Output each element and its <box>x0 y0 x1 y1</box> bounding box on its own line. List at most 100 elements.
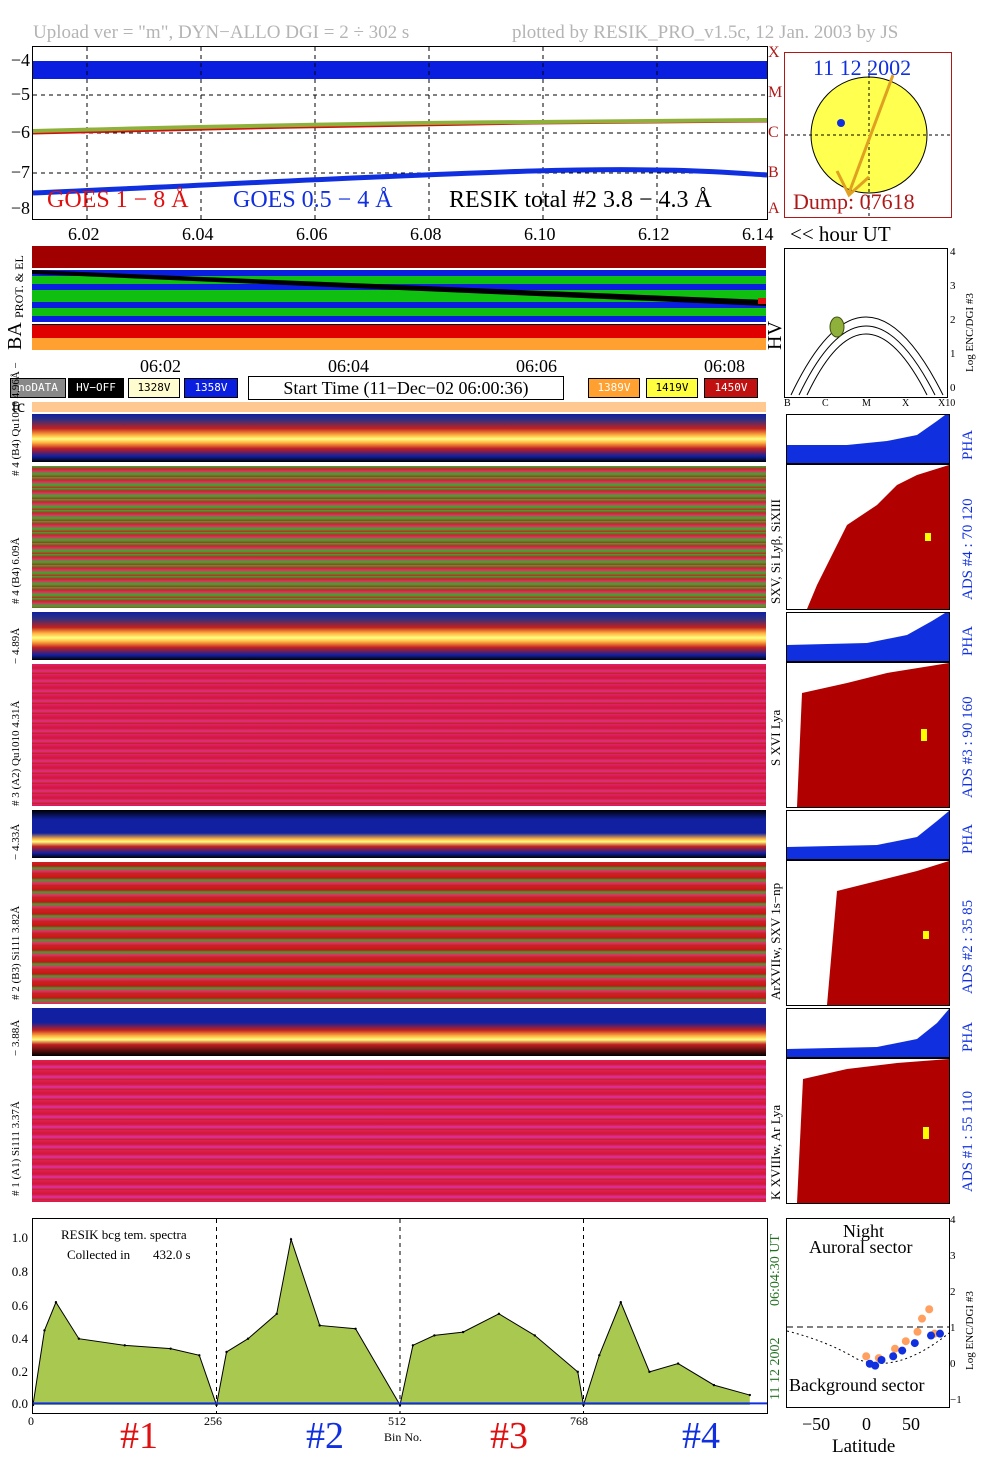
dump-label: Dump: 07618 <box>793 189 915 214</box>
ba-red-bar <box>32 324 766 339</box>
channel-3-marker: #3 <box>490 1415 528 1457</box>
time-tick: 06:06 <box>516 356 558 376</box>
prot-el-bar <box>32 246 766 268</box>
spectrum-point <box>43 1329 46 1332</box>
spectrum-point <box>198 1354 201 1357</box>
xtick: 50 <box>902 1414 920 1434</box>
goes-panel: GOES 1 − 8 Å GOES 0.5 − 4 Å RESIK total … <box>32 46 768 220</box>
xtick: 768 <box>570 1414 588 1428</box>
spectrum-point <box>215 1403 218 1407</box>
ytick: 0.2 <box>11 1364 28 1379</box>
spectrum-area <box>33 1239 750 1405</box>
orange-point <box>862 1352 871 1361</box>
channel-2-ads-hist <box>786 860 950 1006</box>
ba-panel <box>32 246 766 350</box>
spectrum-point <box>354 1327 357 1330</box>
channel-4-marker: #4 <box>682 1415 720 1457</box>
blue-point <box>871 1361 880 1370</box>
ytick: −6 <box>10 122 30 142</box>
class-b: B <box>768 164 779 181</box>
hv-decay-wedge <box>32 270 766 306</box>
ytick: 4 <box>950 1214 956 1226</box>
time-tick: 06:08 <box>704 356 746 376</box>
channel-1-spectrogram <box>32 1060 766 1202</box>
hv-xtick: M <box>862 398 871 409</box>
spectrum-point <box>433 1334 436 1337</box>
orbit-track-arrow <box>847 74 895 194</box>
spectrum-point <box>54 1301 58 1304</box>
channel-1-ads-label: ADS #1 : 55 110 <box>960 1090 976 1192</box>
blue-point <box>936 1329 944 1338</box>
orange-point <box>918 1314 926 1323</box>
spectrum-point <box>712 1383 716 1387</box>
channel-2-pha-label: − 4.33Å <box>10 823 22 860</box>
tc-bar <box>32 402 766 412</box>
sun-disk-plot <box>785 63 951 217</box>
sun-date: 11 12 2002 <box>813 55 912 80</box>
hv-ytick: 4 <box>950 246 956 258</box>
channel-2-pha-hist <box>786 810 950 860</box>
spectrum-point <box>619 1301 622 1304</box>
v1419-chip: 1419V <box>646 378 698 398</box>
hour-ut-label: << hour UT <box>790 222 891 246</box>
channel-1-line-label: K XVIIIw, Ar Lya <box>768 1104 783 1200</box>
hv-stripes <box>32 270 766 322</box>
hv-ytick: 2 <box>950 314 956 326</box>
spectrum-point <box>398 1403 402 1407</box>
class-c: C <box>768 124 779 141</box>
ytick: 0 <box>950 1358 956 1370</box>
arrow-head <box>835 170 871 198</box>
spectrum-note-1: RESIK bcg tem. spectra <box>61 1227 187 1242</box>
spectrum-note-2: Collected in <box>67 1247 131 1262</box>
resik-total-curve <box>33 118 767 133</box>
channel-3-ads-hist <box>786 662 950 808</box>
v1358-chip: 1358V <box>184 378 238 398</box>
ytick: 1.0 <box>11 1230 28 1245</box>
resik-total-legend: RESIK total #2 3.8 − 4.3 Å <box>449 187 712 213</box>
xtick: 6.12 <box>638 224 670 244</box>
latitude-ylabel: Log ENC/DGI #3 <box>964 1291 976 1370</box>
ytick: −1 <box>950 1394 962 1406</box>
xtick: 6.06 <box>296 224 328 244</box>
orange-point <box>925 1305 934 1314</box>
auroral-label: Auroral sector <box>809 1237 913 1257</box>
blue-point <box>898 1346 907 1355</box>
orange-point <box>913 1327 922 1336</box>
time-tick: 06:02 <box>140 356 182 376</box>
ytick: −8 <box>10 198 30 218</box>
hv-curve-plot <box>790 316 944 396</box>
latitude-yticks: 4 3 2 1 0 −1 <box>950 1214 964 1410</box>
background-label: Background sector <box>789 1375 925 1395</box>
channel-2-ads-label: ADS #2 : 35 85 <box>960 899 976 994</box>
nodata-chip: noDATA <box>10 378 66 398</box>
xtick: 0 <box>28 1414 34 1428</box>
channel-4-line-label: SXV, Si Lyβ, SiXIII <box>768 499 783 604</box>
spectrum-point <box>225 1350 228 1354</box>
channel-3-ads-label: ADS #3 : 90 160 <box>960 696 976 798</box>
spectrum-point <box>318 1324 321 1327</box>
channel-1-marker: #1 <box>120 1415 158 1457</box>
ytick: 0.6 <box>11 1298 28 1313</box>
spectrum-point <box>582 1403 585 1407</box>
spectrum-point <box>275 1312 278 1316</box>
xtick: 6.14 <box>742 224 774 244</box>
goes-yticks: −4 −5 −6 −7 −8 <box>2 46 30 218</box>
xtick: 6.10 <box>524 224 556 244</box>
ytick: 0.8 <box>11 1264 28 1279</box>
upload-header: Upload ver = "m", DYN−ALLO DGI = 2 ÷ 302… <box>33 22 410 43</box>
ytick: 2 <box>950 1286 956 1298</box>
channel-1-ads-hist <box>786 1058 950 1204</box>
hv-yticks: 4 3 2 1 0 <box>950 246 964 396</box>
ytick: 0.0 <box>11 1396 28 1411</box>
channel-2-spectrogram <box>32 862 766 1004</box>
channel-3-line-label: S XVI Lya <box>768 709 783 766</box>
spectrum-point <box>576 1370 579 1374</box>
spectrum-point <box>461 1330 465 1334</box>
goes-short-curve <box>33 167 767 196</box>
hv-xtick: X <box>902 398 910 409</box>
spectrum-point <box>598 1354 601 1357</box>
channel-2-marker: #2 <box>306 1415 344 1457</box>
ytick: 1 <box>950 1322 956 1334</box>
ba-label: BA <box>4 322 26 350</box>
channel-4-pha-word: PHA <box>960 429 976 460</box>
